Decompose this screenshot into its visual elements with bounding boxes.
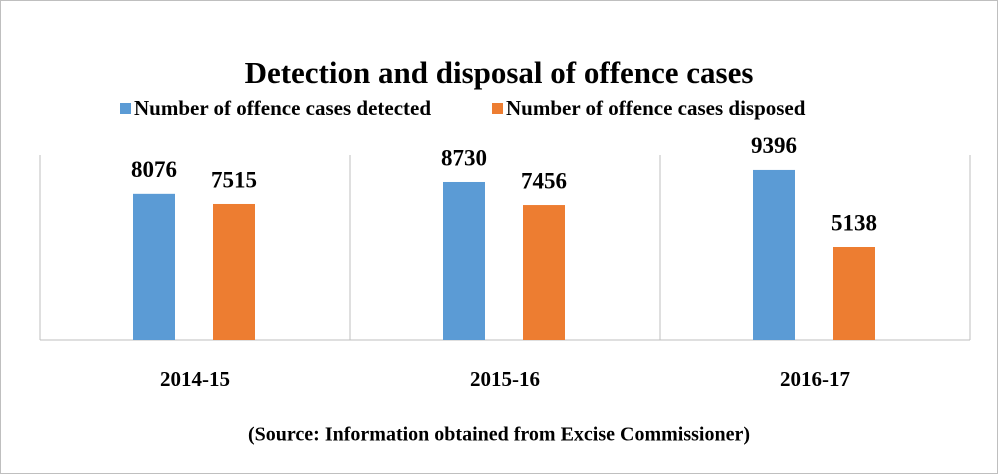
source-note: (Source: Information obtained from Excis… [248,424,750,446]
legend-swatch [492,103,503,114]
bar [523,205,565,340]
data-label: 7456 [521,168,567,193]
data-label: 5138 [831,210,877,235]
x-tick-label: 2015-16 [470,367,540,391]
data-label: 7515 [211,167,257,192]
bar [213,203,255,340]
x-tick-label: 2016-17 [780,367,850,391]
data-label: 8730 [441,145,487,170]
bar [753,169,795,340]
data-label: 8076 [131,157,177,182]
legend-label: Number of offence cases disposed [506,96,806,120]
chart-title: Detection and disposal of offence cases [245,55,754,90]
data-label: 9396 [751,133,797,158]
x-tick-label: 2014-15 [160,367,230,391]
legend-label: Number of offence cases detected [134,96,431,120]
bar [833,247,875,340]
bar [443,181,485,340]
legend-swatch [120,103,131,114]
bar [133,193,175,340]
